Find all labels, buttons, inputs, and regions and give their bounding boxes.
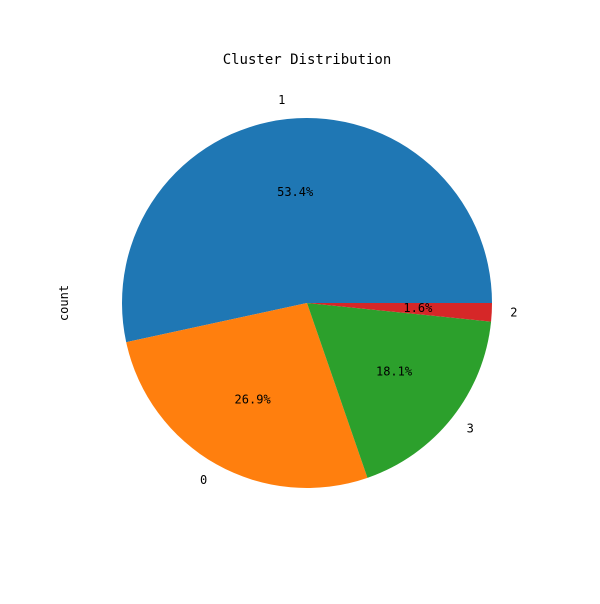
slice-percent-3: 18.1%: [376, 364, 413, 378]
slice-percent-2: 1.6%: [403, 301, 433, 315]
pie-slice-2: [307, 303, 492, 322]
slice-label-2: 2: [510, 306, 517, 320]
pie-slices: [121, 118, 492, 488]
pie-slice-0: [126, 303, 368, 488]
slice-label-1: 1: [278, 93, 285, 107]
pie-slice-1: [121, 118, 492, 343]
pie-slice-3: [307, 303, 492, 478]
slice-percent-1: 53.4%: [277, 185, 314, 199]
slice-label-0: 0: [200, 473, 207, 487]
slice-percent-0: 26.9%: [235, 392, 272, 406]
slice-label-3: 3: [467, 422, 474, 436]
pie-labels: 1 53.4% 0 26.9% 3 18.1% 2 1.6%: [200, 93, 517, 487]
chart-title: Cluster Distribution: [223, 52, 392, 68]
y-axis-label: count: [57, 285, 71, 321]
